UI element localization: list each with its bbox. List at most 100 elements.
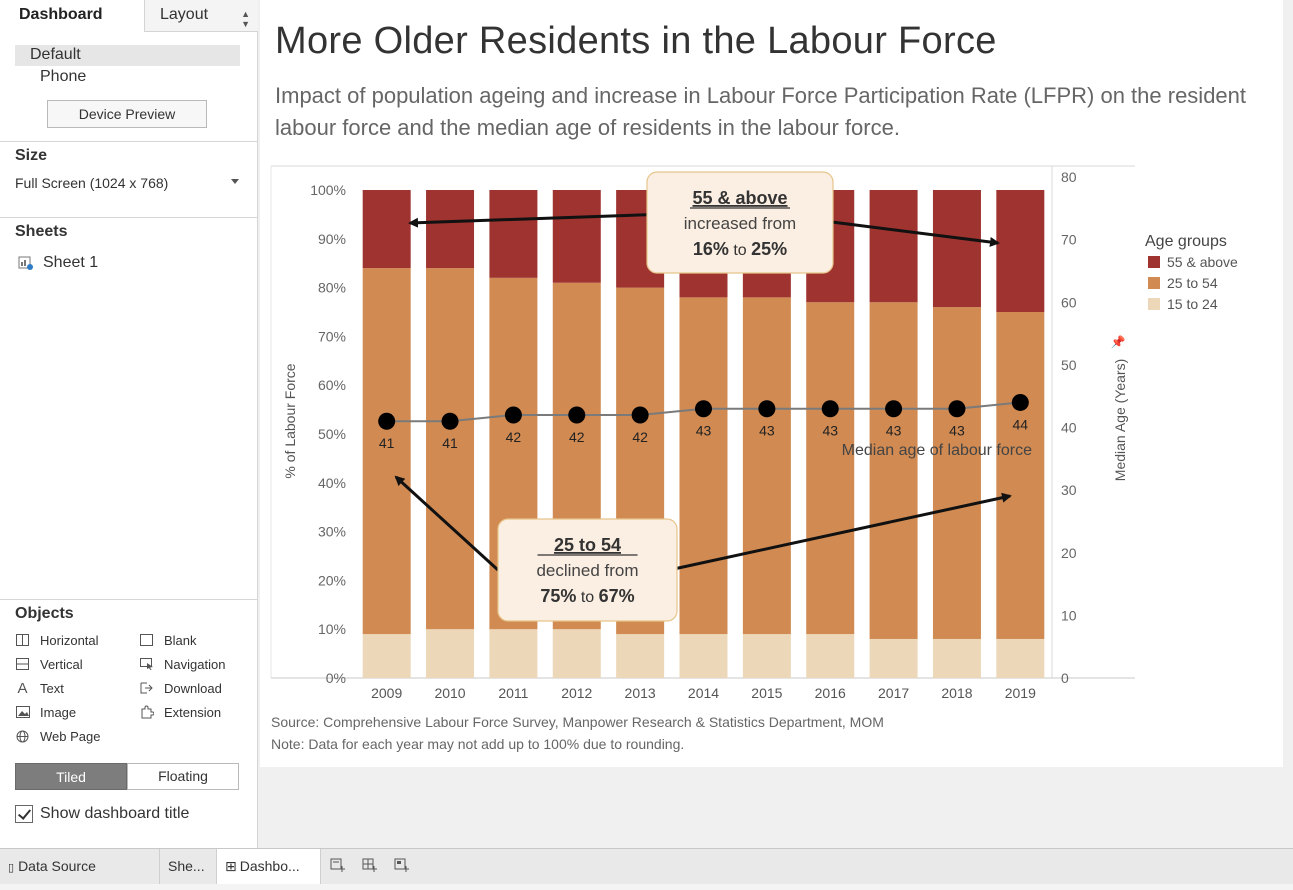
bar-15-to-24-2015 bbox=[742, 634, 791, 678]
sheet-list-item[interactable]: Sheet 1 bbox=[18, 254, 98, 272]
y-right-tick-label: 10 bbox=[1061, 607, 1077, 623]
bar-15-to-24-2010 bbox=[426, 629, 475, 678]
x-tick-label: 2019 bbox=[1005, 685, 1036, 701]
object-text[interactable]: A Text bbox=[15, 679, 64, 697]
y-left-tick-label: 50% bbox=[318, 426, 346, 442]
sort-updown-icon: ▲ ▼ bbox=[241, 9, 250, 29]
y-left-tick-label: 80% bbox=[318, 280, 346, 296]
bar-55-above-2009 bbox=[362, 190, 411, 269]
object-download[interactable]: Download bbox=[139, 679, 222, 697]
median-age-point bbox=[695, 400, 712, 418]
object-extension[interactable]: Extension bbox=[139, 703, 221, 721]
sheet-tab-bar: ▯ Data Source She... ⊞ Dashbo... bbox=[0, 848, 1293, 884]
tiled-button[interactable]: Tiled bbox=[15, 763, 127, 790]
annotation-to-word: to bbox=[729, 242, 751, 259]
tab-layout[interactable]: Layout ▲ ▼ bbox=[144, 0, 258, 32]
floating-button[interactable]: Floating bbox=[127, 763, 239, 790]
y-left-tick-label: 90% bbox=[318, 231, 346, 247]
tab-dashboard-sheet[interactable]: ⊞ Dashbo... bbox=[217, 849, 321, 884]
object-label: Image bbox=[40, 704, 77, 720]
bar-15-to-24-2009 bbox=[362, 634, 411, 678]
median-age-point bbox=[441, 412, 459, 430]
object-navigation[interactable]: Navigation bbox=[139, 655, 225, 673]
annotation-to-word: to bbox=[576, 589, 598, 606]
show-title-checkbox[interactable] bbox=[15, 805, 33, 823]
older-annotation-values: 16% to 25% bbox=[693, 239, 787, 259]
size-dropdown-value: Full Screen (1024 x 768) bbox=[15, 175, 169, 191]
extension-icon bbox=[139, 705, 154, 719]
tab-label: Data Source bbox=[18, 858, 96, 874]
object-label: Download bbox=[164, 680, 222, 696]
tab-dashboard[interactable]: Dashboard bbox=[0, 0, 144, 32]
size-dropdown[interactable]: Full Screen (1024 x 768) bbox=[15, 173, 243, 195]
object-web-page[interactable]: Web Page bbox=[15, 727, 100, 745]
annotation-arrow bbox=[394, 475, 500, 572]
device-preview-button[interactable]: Device Preview bbox=[47, 100, 207, 128]
legend-item-label: 25 to 54 bbox=[1167, 275, 1218, 291]
vertical-container-icon bbox=[15, 657, 30, 671]
older-annotation-text: increased from bbox=[684, 214, 796, 233]
median-age-label: 42 bbox=[632, 429, 648, 445]
objects-section-label: Objects bbox=[15, 605, 74, 622]
y-left-tick-label: 20% bbox=[318, 572, 346, 588]
annotation-arrow bbox=[659, 492, 1012, 574]
annotation-from-value: 16% bbox=[693, 239, 729, 259]
y-right-tick-label: 30 bbox=[1061, 482, 1077, 498]
x-tick-label: 2012 bbox=[561, 685, 592, 701]
object-image[interactable]: Image bbox=[15, 703, 76, 721]
older-annotation-box bbox=[646, 171, 834, 274]
labour-force-chart[interactable]: 2009 2010 2011 2012 2013 2014 2015 2016 2017 2018… bbox=[260, 0, 1283, 767]
bar-25-to-54-2017 bbox=[869, 302, 918, 639]
new-worksheet-icon[interactable] bbox=[329, 857, 347, 875]
object-label: Text bbox=[40, 680, 64, 696]
x-tick-label: 2010 bbox=[434, 685, 465, 701]
dashboard-subtitle: Impact of population ageing and increase… bbox=[275, 83, 1247, 140]
y-left-tick-label: 40% bbox=[318, 475, 346, 491]
y-left-tick-label: 70% bbox=[318, 328, 346, 344]
median-age-label: 43 bbox=[949, 423, 965, 439]
y-left-tick-label: 10% bbox=[318, 621, 346, 637]
y-right-tick-label: 0 bbox=[1061, 670, 1069, 686]
median-age-label: 41 bbox=[379, 435, 395, 451]
bar-15-to-24-2011 bbox=[489, 629, 538, 678]
annotation-arrow bbox=[831, 220, 1000, 247]
prime-annotation-text: declined from bbox=[536, 561, 638, 580]
device-phone[interactable]: Phone bbox=[40, 68, 87, 85]
horizontal-container-icon bbox=[15, 633, 30, 647]
dashboard-title: More Older Residents in the Labour Force bbox=[275, 20, 997, 62]
object-horizontal[interactable]: Horizontal bbox=[15, 631, 99, 649]
navigation-icon bbox=[139, 657, 154, 671]
legend-swatch bbox=[1148, 277, 1160, 289]
y-right-axis-title: Median Age (Years) bbox=[1112, 359, 1128, 481]
bar-15-to-24-2017 bbox=[869, 638, 918, 678]
new-story-icon[interactable] bbox=[393, 857, 411, 875]
prime-annotation-values: 75% to 67% bbox=[540, 586, 634, 606]
median-age-point bbox=[504, 406, 522, 424]
older-annotation-heading: 55 & above bbox=[692, 188, 787, 208]
median-age-label: 43 bbox=[886, 423, 902, 439]
sheets-section-label: Sheets bbox=[15, 223, 68, 240]
tab-data-source[interactable]: ▯ Data Source bbox=[0, 849, 160, 884]
bar-25-to-54-2018 bbox=[932, 307, 981, 639]
tab-layout-label: Layout bbox=[160, 6, 209, 23]
median-age-point bbox=[568, 406, 586, 424]
tab-label: She... bbox=[168, 858, 205, 874]
source-note: Source: Comprehensive Labour Force Surve… bbox=[271, 714, 884, 730]
legend-item-label: 15 to 24 bbox=[1167, 296, 1218, 312]
new-dashboard-icon[interactable] bbox=[361, 857, 379, 875]
object-vertical[interactable]: Vertical bbox=[15, 655, 83, 673]
device-default[interactable]: Default bbox=[15, 45, 240, 66]
y-right-tick-label: 40 bbox=[1061, 420, 1077, 436]
divider bbox=[0, 217, 258, 218]
y-right-tick-label: 60 bbox=[1061, 294, 1077, 310]
size-section-label: Size bbox=[15, 147, 48, 164]
median-age-point bbox=[758, 400, 776, 418]
bar-15-to-24-2016 bbox=[806, 634, 855, 678]
object-blank[interactable]: Blank bbox=[139, 631, 197, 649]
y-left-axis-title: % of Labour Force bbox=[282, 363, 298, 478]
x-tick-label: 2018 bbox=[941, 685, 972, 701]
x-tick-label: 2014 bbox=[688, 685, 719, 701]
tab-sheet[interactable]: She... bbox=[160, 849, 217, 884]
object-label: Vertical bbox=[40, 656, 83, 672]
show-dashboard-title-toggle[interactable]: Show dashboard title bbox=[15, 805, 189, 823]
